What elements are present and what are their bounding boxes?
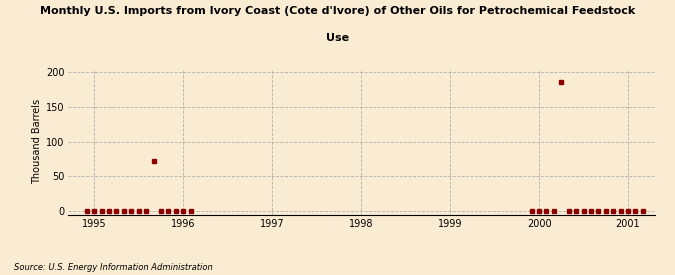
Text: Source: U.S. Energy Information Administration: Source: U.S. Energy Information Administ… [14,263,212,272]
Text: Monthly U.S. Imports from Ivory Coast (Cote d'Ivore) of Other Oils for Petrochem: Monthly U.S. Imports from Ivory Coast (C… [40,6,635,15]
Text: Use: Use [326,33,349,43]
Y-axis label: Thousand Barrels: Thousand Barrels [32,99,42,184]
